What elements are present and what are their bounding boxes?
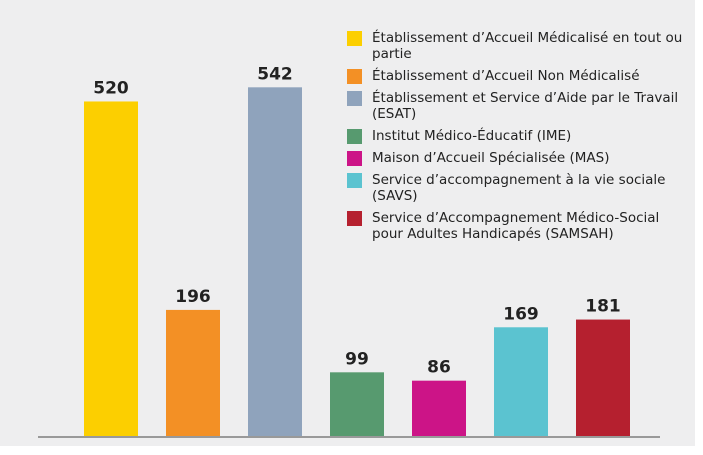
legend-swatch: [347, 211, 362, 226]
value-label: 86: [427, 358, 451, 378]
legend-item: Service d’accompagnement à la vie social…: [347, 172, 692, 204]
legend-item: Institut Médico-Éducatif (IME): [347, 128, 692, 144]
legend-swatch: [347, 151, 362, 166]
legend-label: Maison d’Accueil Spécialisée (MAS): [372, 150, 610, 166]
legend-swatch: [347, 91, 362, 106]
legend-swatch: [347, 31, 362, 46]
legend-item: Établissement d’Accueil Médicalisé en to…: [347, 30, 692, 62]
value-label: 181: [585, 297, 621, 317]
legend-label: Institut Médico-Éducatif (IME): [372, 128, 572, 144]
bar: [248, 87, 302, 437]
legend-label: Service d’Accompagnement Médico-Social p…: [372, 210, 660, 242]
legend: Établissement d’Accueil Médicalisé en to…: [347, 30, 692, 248]
value-label: 542: [257, 64, 293, 84]
legend-swatch: [347, 173, 362, 188]
legend-item: Service d’Accompagnement Médico-Social p…: [347, 210, 692, 242]
legend-item: Établissement d’Accueil Non Médicalisé: [347, 68, 692, 84]
bar: [330, 372, 384, 436]
value-label: 196: [175, 287, 211, 307]
legend-label: Établissement d’Accueil Médicalisé en to…: [372, 30, 683, 62]
legend-item: Établissement et Service d’Aide par le T…: [347, 90, 692, 122]
value-label: 169: [503, 304, 539, 324]
bar: [576, 319, 630, 436]
legend-label: Établissement d’Accueil Non Médicalisé: [372, 68, 640, 84]
legend-label: Établissement et Service d’Aide par le T…: [372, 90, 679, 122]
value-label: 520: [93, 78, 129, 98]
legend-swatch: [347, 69, 362, 84]
legend-label: Service d’accompagnement à la vie social…: [372, 172, 666, 204]
legend-swatch: [347, 129, 362, 144]
bar: [166, 309, 220, 436]
bar: [84, 101, 138, 436]
bar: [494, 327, 548, 436]
legend-item: Maison d’Accueil Spécialisée (MAS): [347, 150, 692, 166]
bar: [412, 380, 466, 436]
value-label: 99: [345, 349, 369, 369]
